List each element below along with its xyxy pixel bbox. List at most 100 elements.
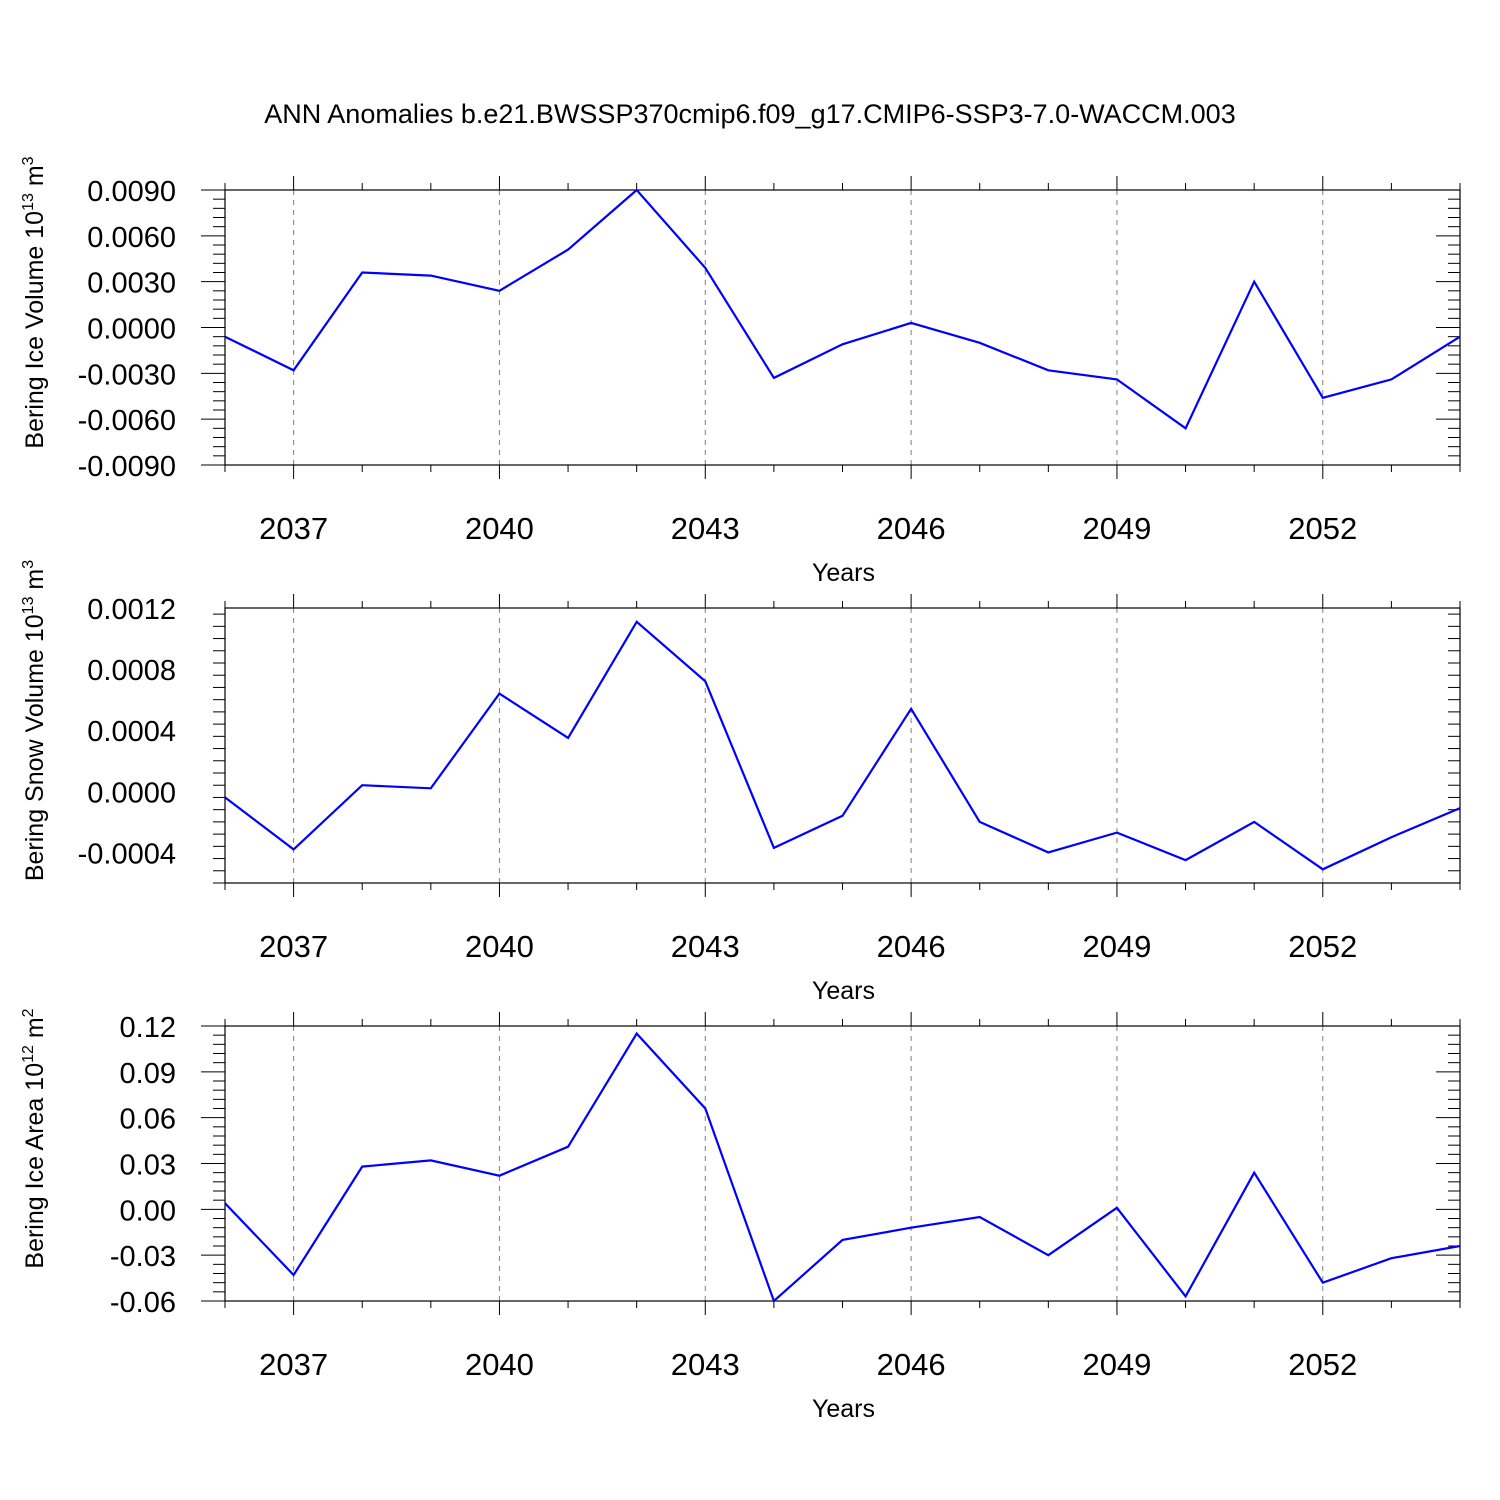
data-point <box>567 249 569 251</box>
y-tick-label: 0.0008 <box>87 655 176 687</box>
data-point <box>1116 832 1118 834</box>
y-tick-label: 0.0060 <box>87 222 176 254</box>
data-point <box>773 847 775 849</box>
data-point <box>498 1175 500 1177</box>
data-point <box>842 343 844 345</box>
y-tick-label: 0.0012 <box>87 594 176 626</box>
x-tick-label: 2040 <box>465 929 534 964</box>
data-point <box>636 1033 638 1035</box>
series-line <box>224 188 1461 430</box>
y-tick-label: 0.0000 <box>87 777 176 809</box>
data-point <box>842 815 844 817</box>
data-point <box>636 189 638 191</box>
y-tick-label: -0.0004 <box>78 838 176 870</box>
data-point <box>979 821 981 823</box>
panel-snow-volume: -0.0004 0.0000 0.0004 0.0008 0.0012 2037 2040 2… <box>20 560 1461 1005</box>
x-tick-label: 2037 <box>259 511 328 546</box>
data-point <box>910 1227 912 1229</box>
data-point <box>224 796 226 798</box>
y-tick-label: -0.06 <box>110 1287 176 1319</box>
x-axis-label: Years <box>812 977 875 1005</box>
plot-frame <box>224 1025 1461 1302</box>
data-point <box>773 1300 775 1302</box>
panel-ice-volume: -0.0090 -0.0060 -0.0030 0.0000 0.0030 0.0060 0… <box>20 156 1461 587</box>
data-point <box>361 784 363 786</box>
data-point <box>1116 1207 1118 1209</box>
data-point <box>1459 336 1461 338</box>
x-tick-label: 2040 <box>465 511 534 546</box>
x-tick-label: 2043 <box>671 1347 740 1382</box>
data-point <box>1322 397 1324 399</box>
chart-title: ANN Anomalies b.e21.BWSSP370cmip6.f09_g1… <box>264 99 1236 129</box>
y-tick-label: -0.0030 <box>78 359 176 391</box>
y-tick-label: -0.03 <box>110 1241 176 1273</box>
x-tick-label: 2049 <box>1082 511 1151 546</box>
y-axis-label: Bering Ice Volume 1013 m3 <box>20 156 49 448</box>
x-tick-label: 2052 <box>1288 929 1357 964</box>
data-point <box>1185 859 1187 861</box>
data-point <box>430 1159 432 1161</box>
data-point <box>1185 1295 1187 1297</box>
x-tick-label: 2052 <box>1288 1347 1357 1382</box>
data-point <box>842 1239 844 1241</box>
x-tick-label: 2046 <box>877 511 946 546</box>
data-point <box>1322 1282 1324 1284</box>
data-point <box>704 680 706 682</box>
y-tick-label: 0.00 <box>120 1195 176 1227</box>
data-point <box>1047 1254 1049 1256</box>
data-point <box>567 1146 569 1148</box>
series-line <box>224 1031 1461 1303</box>
y-tick-label: 0.0030 <box>87 268 176 300</box>
y-axis-label: Bering Ice Area 1012 m2 <box>20 1008 49 1268</box>
y-tick-label: -0.0090 <box>78 451 176 483</box>
data-point <box>1390 1257 1392 1259</box>
data-point <box>361 272 363 274</box>
panel-ice-area: -0.06 -0.03 0.00 0.03 0.06 0.09 0.12 2037 2040 20… <box>20 1008 1461 1423</box>
data-point <box>1185 427 1187 429</box>
data-point <box>498 693 500 695</box>
x-tick-label: 2046 <box>877 929 946 964</box>
x-tick-label: 2049 <box>1082 929 1151 964</box>
data-point <box>430 787 432 789</box>
data-point <box>1047 369 1049 371</box>
x-tick-label: 2040 <box>465 1347 534 1382</box>
data-point <box>1390 836 1392 838</box>
data-point <box>1253 1172 1255 1174</box>
data-point <box>430 275 432 277</box>
data-point <box>910 322 912 324</box>
data-point <box>704 267 706 269</box>
x-tick-label: 2037 <box>259 929 328 964</box>
x-axis-label: Years <box>812 1395 875 1423</box>
data-point <box>636 621 638 623</box>
data-point <box>1390 378 1392 380</box>
y-tick-label: 0.03 <box>120 1150 176 1182</box>
data-point <box>361 1166 363 1168</box>
data-point <box>224 336 226 338</box>
data-point <box>979 1216 981 1218</box>
data-point <box>704 1108 706 1110</box>
x-tick-label: 2046 <box>877 1347 946 1382</box>
y-tick-label: 0.06 <box>120 1104 176 1136</box>
x-tick-label: 2043 <box>671 929 740 964</box>
y-tick-label: 0.0004 <box>87 716 176 748</box>
data-point <box>1459 1245 1461 1247</box>
data-point <box>498 290 500 292</box>
plot-frame <box>224 607 1461 884</box>
plot-frame <box>224 189 1461 466</box>
x-tick-label: 2043 <box>671 511 740 546</box>
series-line <box>224 620 1461 871</box>
data-point <box>567 737 569 739</box>
x-tick-label: 2049 <box>1082 1347 1151 1382</box>
y-tick-label: 0.0090 <box>87 176 176 208</box>
data-point <box>293 369 295 371</box>
y-axis-label: Bering Snow Volume 1013 m3 <box>20 560 49 881</box>
data-point <box>1253 281 1255 283</box>
data-point <box>1047 851 1049 853</box>
data-point <box>293 1274 295 1276</box>
data-point <box>773 377 775 379</box>
data-point <box>224 1202 226 1204</box>
y-tick-label: 0.12 <box>120 1012 176 1044</box>
data-point <box>979 342 981 344</box>
y-tick-label: -0.0060 <box>78 405 176 437</box>
data-point <box>293 848 295 850</box>
